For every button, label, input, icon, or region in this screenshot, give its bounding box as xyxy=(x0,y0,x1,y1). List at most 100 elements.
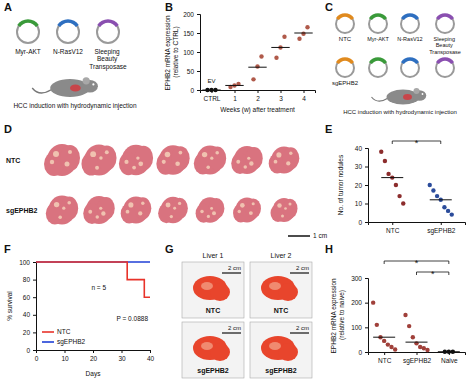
plasmid-insert xyxy=(336,13,354,20)
liver-nodule xyxy=(132,166,136,170)
annotation: P = 0.0888 xyxy=(116,315,148,322)
strip-chart: 0100200300NTCsgEPHB2NaiveEPHB2 mRNA expr… xyxy=(330,258,465,365)
tick-label: 80 xyxy=(23,276,31,283)
tick-mark xyxy=(281,90,282,93)
plasmid-insert xyxy=(369,57,387,64)
liver-nodule xyxy=(105,150,109,154)
data-point xyxy=(255,64,259,68)
tick-label: 0 xyxy=(358,349,362,356)
liver-nodule xyxy=(165,152,171,158)
liver-nodule xyxy=(136,156,139,159)
y-axis: 0100200300 xyxy=(351,275,368,356)
plasmid-label: Sleeping Beauty Transposase xyxy=(89,48,127,71)
mean-line xyxy=(294,33,312,34)
liver-nodule xyxy=(162,160,166,164)
data-point xyxy=(297,37,301,41)
liver-nodule xyxy=(58,215,62,219)
data-point xyxy=(442,205,446,209)
scale-bar xyxy=(290,332,309,333)
liver-nodule xyxy=(166,203,171,208)
tick-mark xyxy=(122,350,123,353)
tick: 40 xyxy=(23,311,36,318)
scale-bar xyxy=(222,332,241,333)
significance-label: * xyxy=(415,138,419,148)
liver-nodule xyxy=(289,152,292,155)
text-line: Myr-AKT xyxy=(367,36,389,42)
mean-line xyxy=(248,67,266,68)
tick-label: 150 xyxy=(183,30,194,37)
tick-mark xyxy=(365,278,368,279)
liver-lobe xyxy=(171,146,190,170)
tick-mark xyxy=(33,297,36,298)
figure: ABCDEFGHMyr-AKTN-RasV12Sleeping Beauty T… xyxy=(0,0,474,384)
liver-image xyxy=(121,196,152,223)
tick-label: 200 xyxy=(183,11,194,18)
data-point xyxy=(428,183,432,187)
liver-image xyxy=(83,196,115,224)
line-chart: 020406080100010203040% survivalDaysNTCsg… xyxy=(6,259,154,378)
data-point xyxy=(251,77,255,81)
tick: 20 xyxy=(355,182,368,189)
liver-nodule xyxy=(215,151,219,155)
liver-nodule xyxy=(281,215,284,218)
plasmid-label: Sleeping Beauty Transposase xyxy=(429,36,461,55)
panel-label: H xyxy=(325,243,333,255)
tick: 40 xyxy=(147,350,155,362)
tick-label: 0 xyxy=(358,219,362,226)
tick-label: Naive xyxy=(441,357,458,364)
liver-nodule xyxy=(68,150,72,154)
mouse xyxy=(372,88,427,105)
image-label: NTC xyxy=(206,307,220,314)
tick-mark xyxy=(365,167,368,168)
y-axis-line xyxy=(197,15,201,91)
liver-nodule xyxy=(247,157,250,160)
liver-nodule xyxy=(284,207,287,210)
data-point xyxy=(305,25,309,29)
image-label: sgEPHB2 xyxy=(197,367,229,375)
tick: 2 xyxy=(256,90,260,102)
data-point xyxy=(397,194,401,198)
plasmid-insert xyxy=(336,57,354,64)
tick-mark xyxy=(365,185,368,186)
liver-nodule xyxy=(240,203,245,208)
tick-mark xyxy=(65,350,66,353)
mean-line xyxy=(225,85,243,86)
tick-label: 200 xyxy=(351,299,362,306)
tick: NTC xyxy=(378,352,392,364)
liver-lobe xyxy=(134,146,153,171)
plasmid-insert xyxy=(436,13,454,20)
x-axis-line xyxy=(369,223,466,226)
image-frame xyxy=(250,322,312,378)
tick: 0 xyxy=(358,349,368,356)
y-axis: 050100150200 xyxy=(183,11,200,94)
tick: NTC xyxy=(386,222,400,234)
tick: sgEPHB2 xyxy=(403,352,432,365)
panel-label: D xyxy=(4,123,12,135)
liver-lobe xyxy=(97,197,115,220)
tick-mark xyxy=(150,350,151,353)
marks xyxy=(379,150,454,217)
tick-label: 40 xyxy=(147,355,155,362)
liver-nodule xyxy=(62,207,65,210)
tick-label: 30 xyxy=(355,163,363,170)
image-frame xyxy=(250,262,312,318)
text-line: Myr-AKT xyxy=(15,48,41,56)
liver-nodule xyxy=(96,215,100,219)
mean-line xyxy=(373,337,395,338)
liver-nodule xyxy=(99,156,103,160)
liver-image xyxy=(269,146,300,173)
scale-bar xyxy=(288,235,310,237)
liver-image xyxy=(81,144,116,175)
text-line: HCC induction with hydrodynamic injectio… xyxy=(343,109,457,115)
mouse-liver xyxy=(403,94,412,100)
liver-nodule xyxy=(138,161,143,166)
tumor-signal-core xyxy=(201,342,213,350)
liver-nodule xyxy=(95,166,99,170)
data-point xyxy=(382,339,386,343)
tick: 0 xyxy=(358,219,368,226)
mouse-tail xyxy=(32,88,51,93)
liver-nodule xyxy=(50,160,54,164)
tick-label: 20 xyxy=(23,329,31,336)
tick-label: 4 xyxy=(302,95,306,102)
tick-label: 0 xyxy=(35,355,39,362)
